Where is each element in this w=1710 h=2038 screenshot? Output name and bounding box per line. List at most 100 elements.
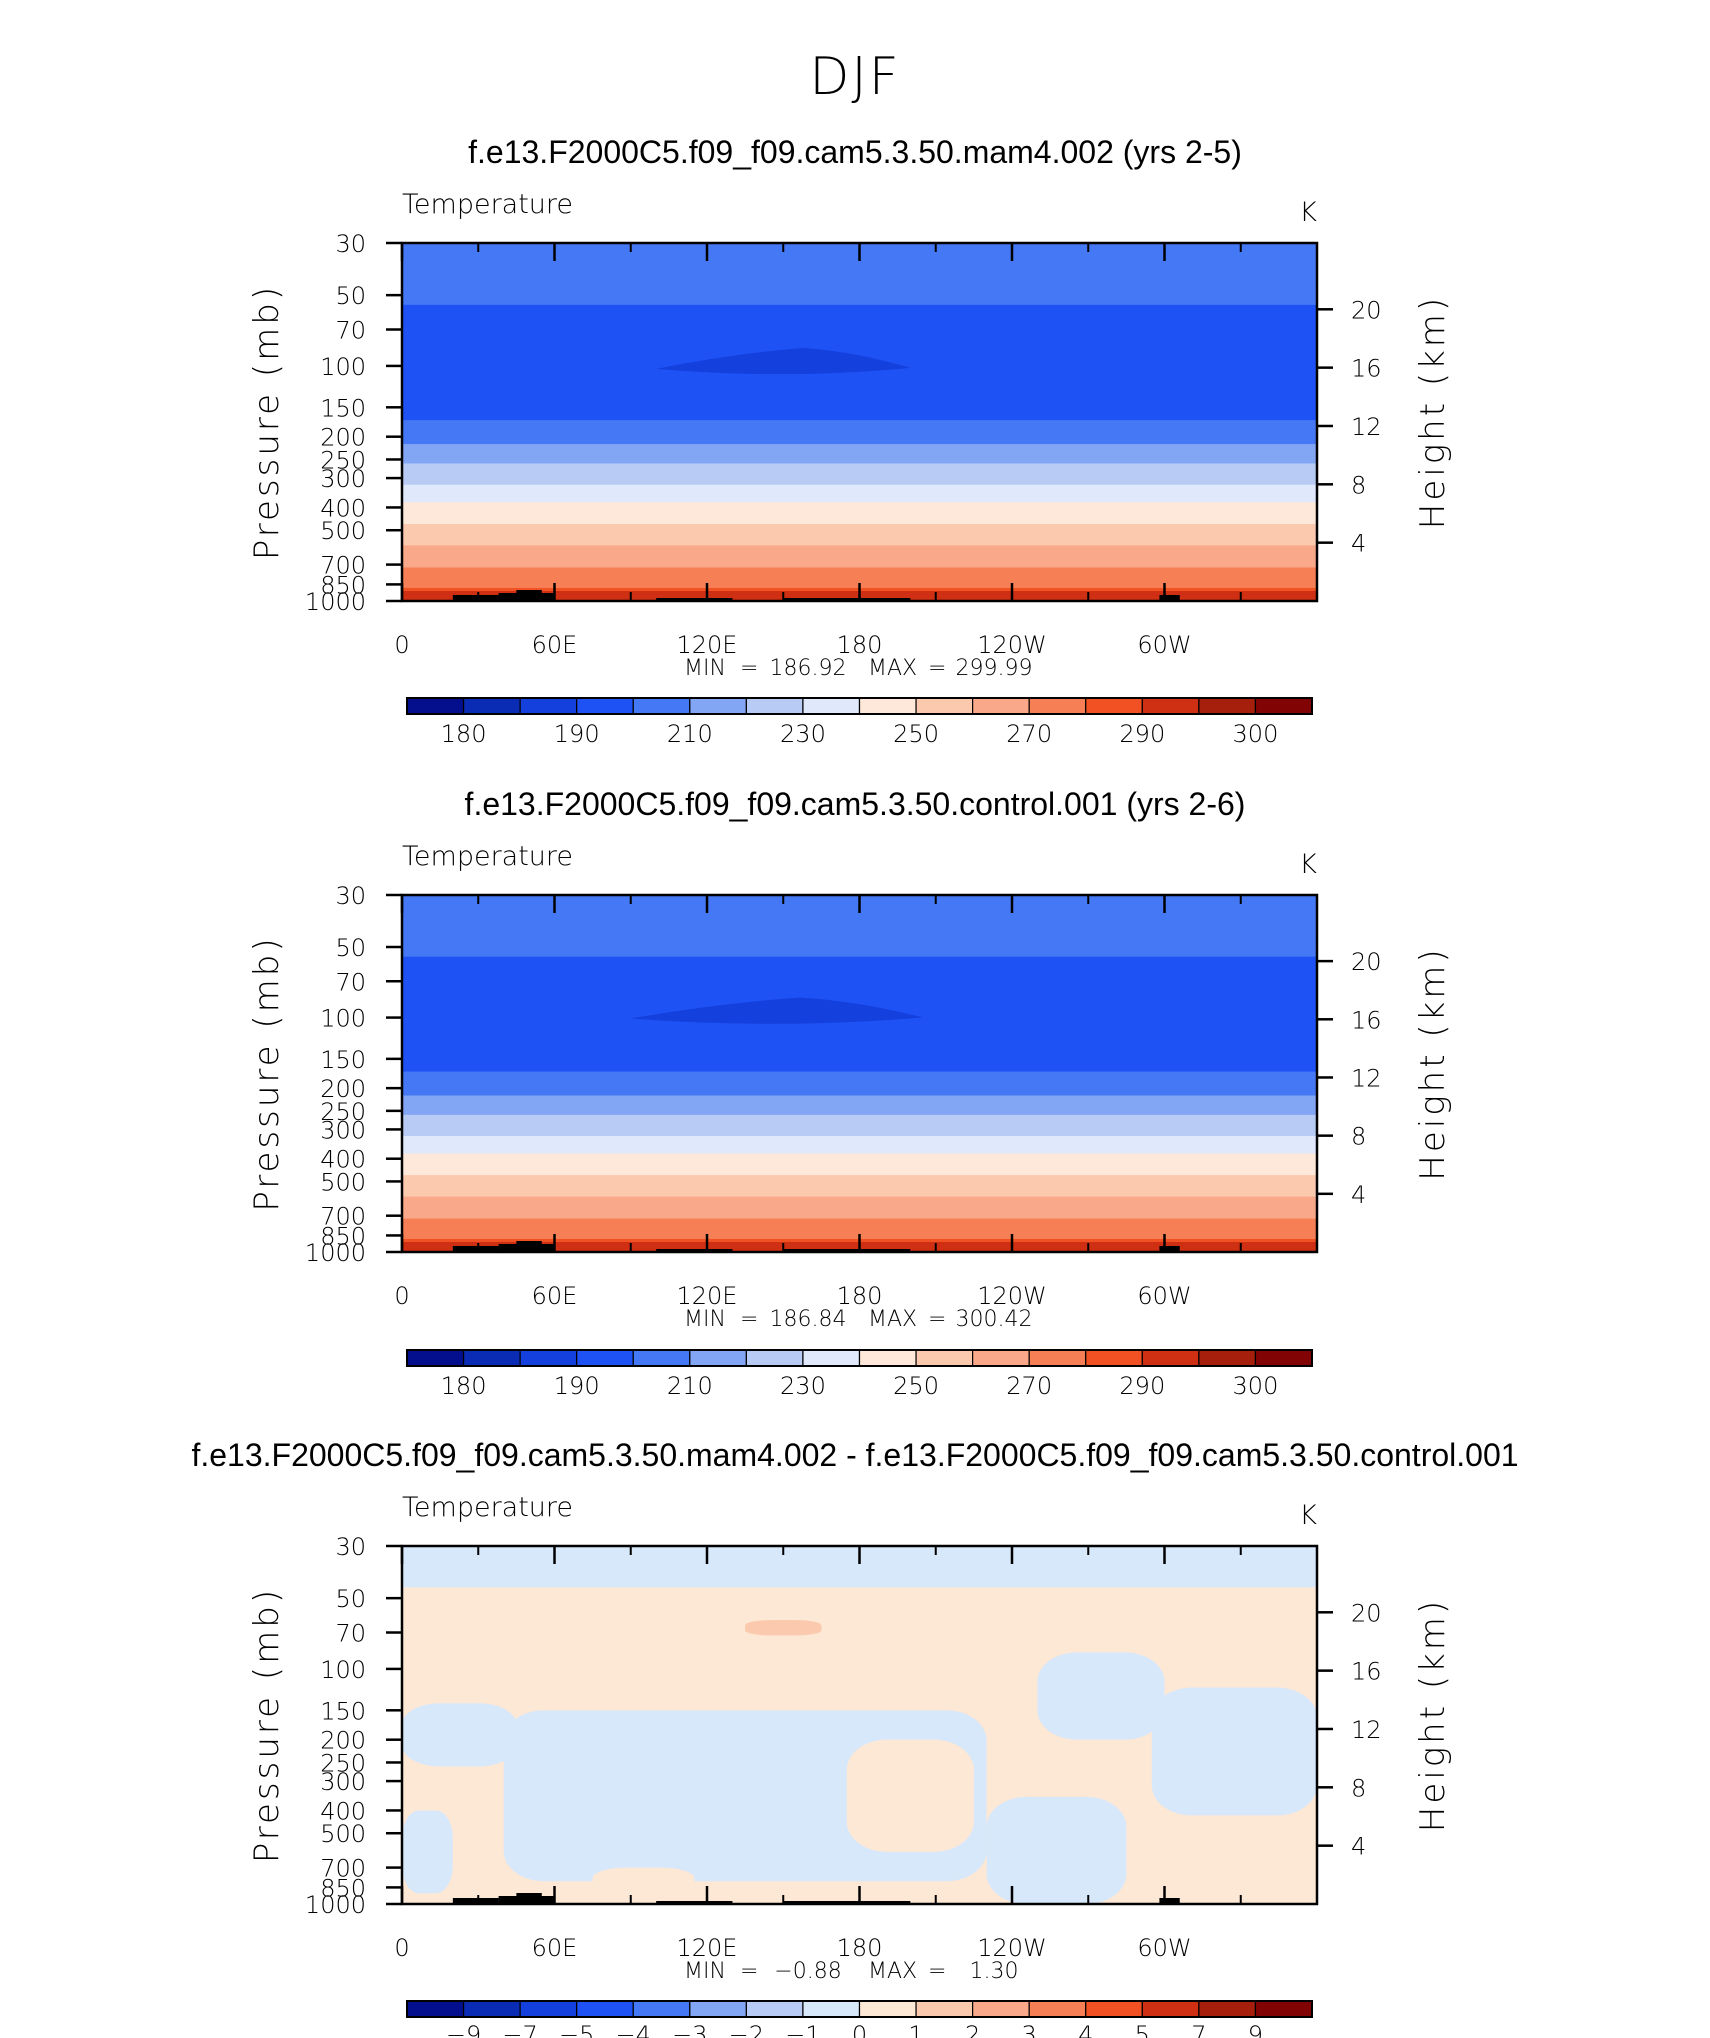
y-right-tick-label: 20	[1351, 296, 1382, 324]
colorbar-swatch	[745, 1349, 804, 1367]
min-value: −0.88	[774, 1959, 841, 1984]
topography	[783, 1901, 911, 1904]
colorbar-swatch	[915, 697, 974, 715]
colorbar-swatch	[745, 2000, 804, 2018]
colorbar-swatch	[802, 2000, 861, 2018]
y-right-tick-label: 4	[1351, 1833, 1366, 1861]
colorbar-label: 300	[1233, 1372, 1279, 1400]
contour-band	[402, 523, 1317, 547]
y-tick-label: 200	[320, 424, 366, 452]
colorbar-swatch	[576, 697, 634, 715]
y-tick-label: 50	[335, 934, 366, 962]
y-tick-label: 150	[320, 1046, 366, 1074]
colorbar-swatch	[858, 2000, 917, 2018]
contour-band	[402, 545, 1317, 569]
colorbar-swatch	[858, 697, 917, 715]
x-tick-label: 60W	[1137, 1934, 1191, 1962]
colorbar-swatch	[632, 2000, 691, 2018]
topography	[452, 1898, 499, 1904]
colorbar-label: 290	[1119, 720, 1165, 748]
y-tick-label: 50	[335, 282, 366, 310]
colorbar-label: 210	[667, 1372, 713, 1400]
colorbar-swatch	[972, 1349, 1030, 1367]
plot-area	[402, 1546, 1317, 1904]
colorbar-swatch	[915, 2000, 974, 2018]
y-tick-label: 850	[320, 1874, 366, 1902]
x-tick-label: 0	[394, 1934, 409, 1962]
colorbar-label: 0	[852, 2021, 867, 2038]
positive-anomaly-region	[592, 1867, 695, 1899]
y-right-tick-label: 8	[1351, 1123, 1366, 1151]
colorbar-label: 270	[1006, 1372, 1052, 1400]
y-tick-label: 100	[320, 353, 366, 381]
colorbar-frame	[406, 2000, 1313, 2018]
colorbar: 180 190 210 230 250 270 290 300	[406, 697, 1313, 748]
y-tick-label: 70	[335, 1620, 366, 1648]
colorbar-label: 230	[780, 720, 826, 748]
y-right-axis-label: Height (km)	[1413, 946, 1453, 1180]
topography	[452, 1246, 499, 1252]
y-tick-label: 70	[335, 317, 366, 345]
y-tick-label: 400	[320, 1146, 366, 1174]
contour-band	[402, 1048, 1317, 1073]
variable-label: Temperature	[402, 1492, 573, 1523]
topography	[656, 1249, 733, 1252]
colorbar-frame	[406, 697, 1313, 715]
y-right-tick-label: 12	[1351, 1064, 1382, 1092]
y-tick-label: 150	[320, 1697, 366, 1725]
y-tick-label: 50	[335, 1585, 366, 1613]
negative-anomaly-region	[402, 1703, 517, 1767]
topography	[516, 590, 542, 601]
contour-band	[402, 1135, 1317, 1155]
chart-panel-2: f.e13.F2000C5.f09_f09.cam5.3.50.control.…	[247, 786, 1453, 1400]
positive-anomaly-region	[846, 1739, 974, 1852]
topography	[452, 595, 499, 601]
colorbar-label: −9	[446, 2021, 481, 2038]
min-label: MIN	[684, 1307, 726, 1332]
colorbar-label: 300	[1233, 720, 1279, 748]
topography	[656, 598, 733, 601]
colorbar-swatch	[632, 1349, 691, 1367]
x-tick-label: 60E	[532, 631, 578, 659]
colorbar-frame	[406, 1349, 1313, 1367]
units-label: K	[1299, 197, 1317, 228]
plot-area	[402, 243, 1317, 601]
y-tick-label: 1000	[305, 1239, 366, 1267]
chart-title: f.e13.F2000C5.f09_f09.cam5.3.50.mam4.002…	[191, 1437, 1518, 1473]
y-right-tick-label: 20	[1351, 1599, 1382, 1627]
contour-band	[402, 1017, 1317, 1050]
negative-anomaly-region	[402, 1810, 453, 1894]
topography	[783, 598, 911, 601]
max-eq: =	[928, 656, 946, 681]
contour-band	[402, 396, 1317, 422]
y-right-tick-label: 16	[1351, 355, 1382, 383]
colorbar-label: −3	[672, 2021, 707, 2038]
colorbar: −9 −7 −5 −4 −3 −2 −1 0 1 2 3 4 5 7 9	[406, 2000, 1313, 2038]
min-value: 186.84	[770, 1307, 847, 1332]
min-contour-region	[630, 997, 924, 1024]
colorbar-swatch	[972, 2000, 1030, 2018]
colorbar-swatch	[406, 2000, 465, 2018]
colorbar-swatch	[1085, 1349, 1143, 1367]
colorbar-swatch	[519, 1349, 578, 1367]
colorbar-label: 2	[965, 2021, 980, 2038]
colorbar-label: 3	[1022, 2021, 1037, 2038]
y-tick-label: 300	[320, 1116, 366, 1144]
positive-anomaly-region	[745, 1620, 822, 1636]
y-tick-label: 30	[335, 1533, 366, 1561]
colorbar-swatch	[1028, 1349, 1087, 1367]
y-tick-label: 1000	[305, 588, 366, 616]
colorbar-swatch	[1141, 2000, 1200, 2018]
page-title: DJF	[809, 47, 900, 107]
y-axis-label: Pressure (mb)	[247, 284, 287, 560]
colorbar-label: 190	[554, 720, 600, 748]
negative-anomaly-region	[1037, 1652, 1165, 1740]
max-label: MAX	[868, 1959, 917, 1984]
contour-band	[402, 420, 1317, 446]
colorbar-swatch	[1141, 697, 1200, 715]
y-right-tick-label: 8	[1351, 471, 1366, 499]
max-value: 299.99	[956, 656, 1033, 681]
min-label: MIN	[684, 656, 726, 681]
x-tick-label: 60W	[1137, 631, 1191, 659]
y-tick-label: 300	[320, 1768, 366, 1796]
